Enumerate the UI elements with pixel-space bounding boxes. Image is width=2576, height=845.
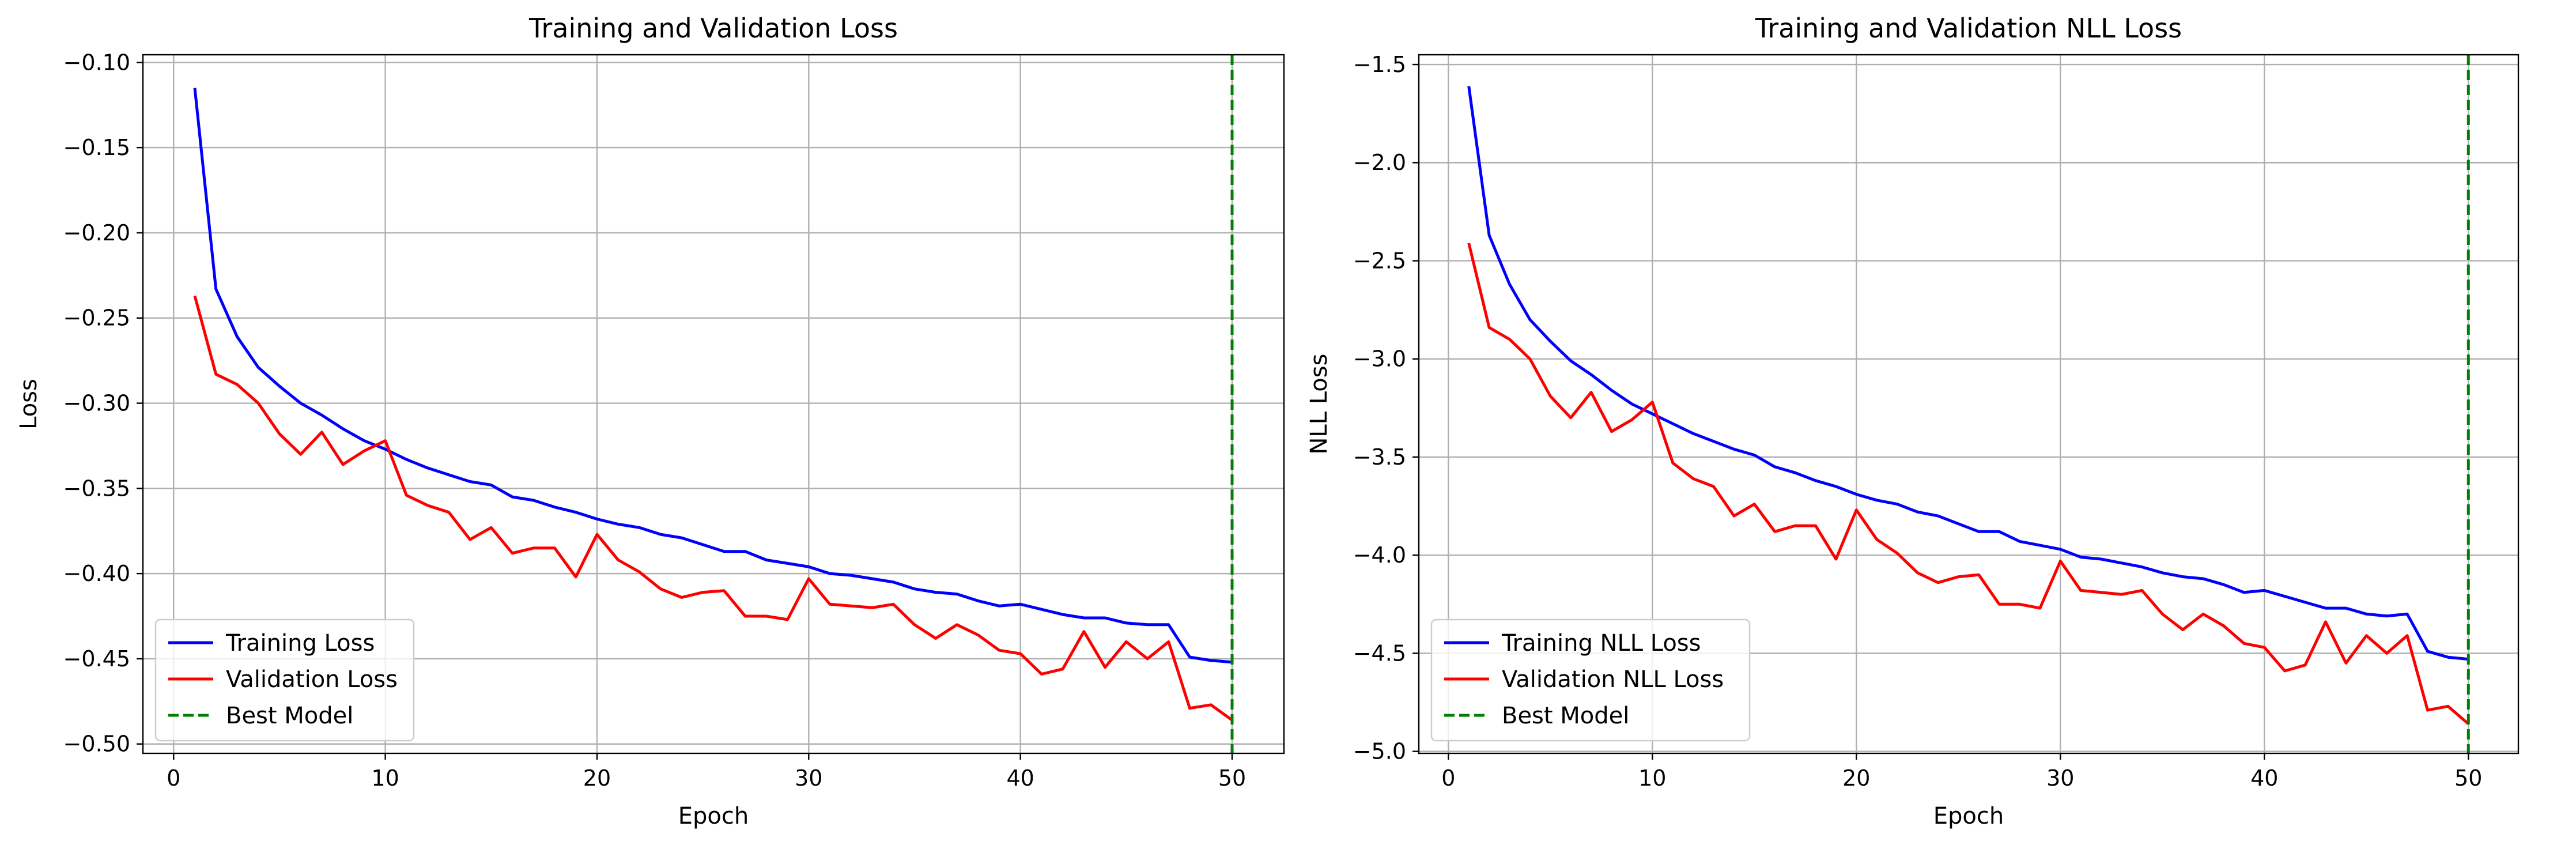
series-line-training-loss (193, 88, 1233, 664)
x-tick-label: 20 (1842, 765, 1870, 791)
legend-label: Best Model (226, 703, 353, 729)
y-tick-label: −0.45 (63, 646, 130, 672)
x-tick-label: 50 (2454, 765, 2482, 791)
chart-title: Training and Validation Loss (528, 13, 898, 44)
x-tick-label: 0 (167, 765, 180, 791)
x-axis-label: Epoch (1933, 803, 2004, 829)
legend-label: Best Model (1502, 703, 1629, 729)
legend: Training Loss Validation Loss Best Model (154, 618, 415, 742)
x-tick-label: 30 (2046, 765, 2074, 791)
chart-title: Training and Validation NLL Loss (1755, 13, 2182, 44)
y-tick-label: −2.5 (1353, 248, 1406, 273)
y-tick-label: −0.15 (63, 135, 130, 160)
legend: Training NLL Loss Validation NLL Loss Best… (1430, 618, 1751, 742)
legend-box (1430, 618, 1751, 742)
legend-box (154, 618, 415, 742)
chart-2: 0 10 20 30 40 50 −5.0 −4.5 −4.0 −3.5 −3.0 −2.5 −2.0 −… (1306, 13, 2520, 829)
y-tick-label: −0.40 (63, 561, 130, 586)
x-tick-label: 20 (583, 765, 611, 791)
series-line-validation-nll-loss (1467, 243, 2469, 725)
x-tick-label: 0 (1441, 765, 1455, 791)
y-tick-label: −5.0 (1353, 739, 1406, 764)
y-axis-label: Loss (16, 379, 42, 429)
x-tick-label: 10 (371, 765, 399, 791)
y-tick-label: −0.30 (63, 391, 130, 416)
y-tick-label: −0.50 (63, 731, 130, 757)
legend-label: Validation Loss (226, 666, 398, 693)
y-tick-label: −0.35 (63, 476, 130, 501)
x-tick-label: 50 (1218, 765, 1246, 791)
axes-frame (142, 54, 1285, 755)
plot-area (1467, 55, 2470, 753)
y-tick-label: −3.5 (1353, 444, 1406, 470)
axes-frame (1418, 54, 2520, 755)
y-tick-label: −2.0 (1353, 150, 1406, 175)
y-tick-label: −4.5 (1353, 640, 1406, 666)
y-tick-label: −0.20 (63, 220, 130, 246)
legend-label: Validation NLL Loss (1502, 666, 1724, 693)
y-tick-label: −4.0 (1353, 542, 1406, 568)
chart-1: 0 10 20 30 40 50 −0.50 −0.45 −0.40 −0.35 −0.30 −0.2… (16, 13, 1285, 829)
y-axis-label: NLL Loss (1306, 354, 1332, 455)
legend-label: Training NLL Loss (1501, 630, 1701, 657)
legend-label: Training Loss (225, 630, 375, 657)
y-tick-label: −0.10 (63, 50, 130, 75)
series-line-training-nll-loss (1467, 86, 2469, 661)
y-tick-label: −3.0 (1353, 346, 1406, 372)
x-axis-label: Epoch (678, 803, 749, 829)
y-tick-label: −0.25 (63, 305, 130, 331)
plot-area (193, 55, 1234, 753)
x-tick-label: 40 (2250, 765, 2278, 791)
x-tick-label: 10 (1638, 765, 1666, 791)
x-tick-label: 40 (1006, 765, 1034, 791)
series-line-validation-loss (193, 295, 1233, 722)
x-tick-label: 30 (795, 765, 822, 791)
y-tick-label: −1.5 (1353, 52, 1406, 77)
